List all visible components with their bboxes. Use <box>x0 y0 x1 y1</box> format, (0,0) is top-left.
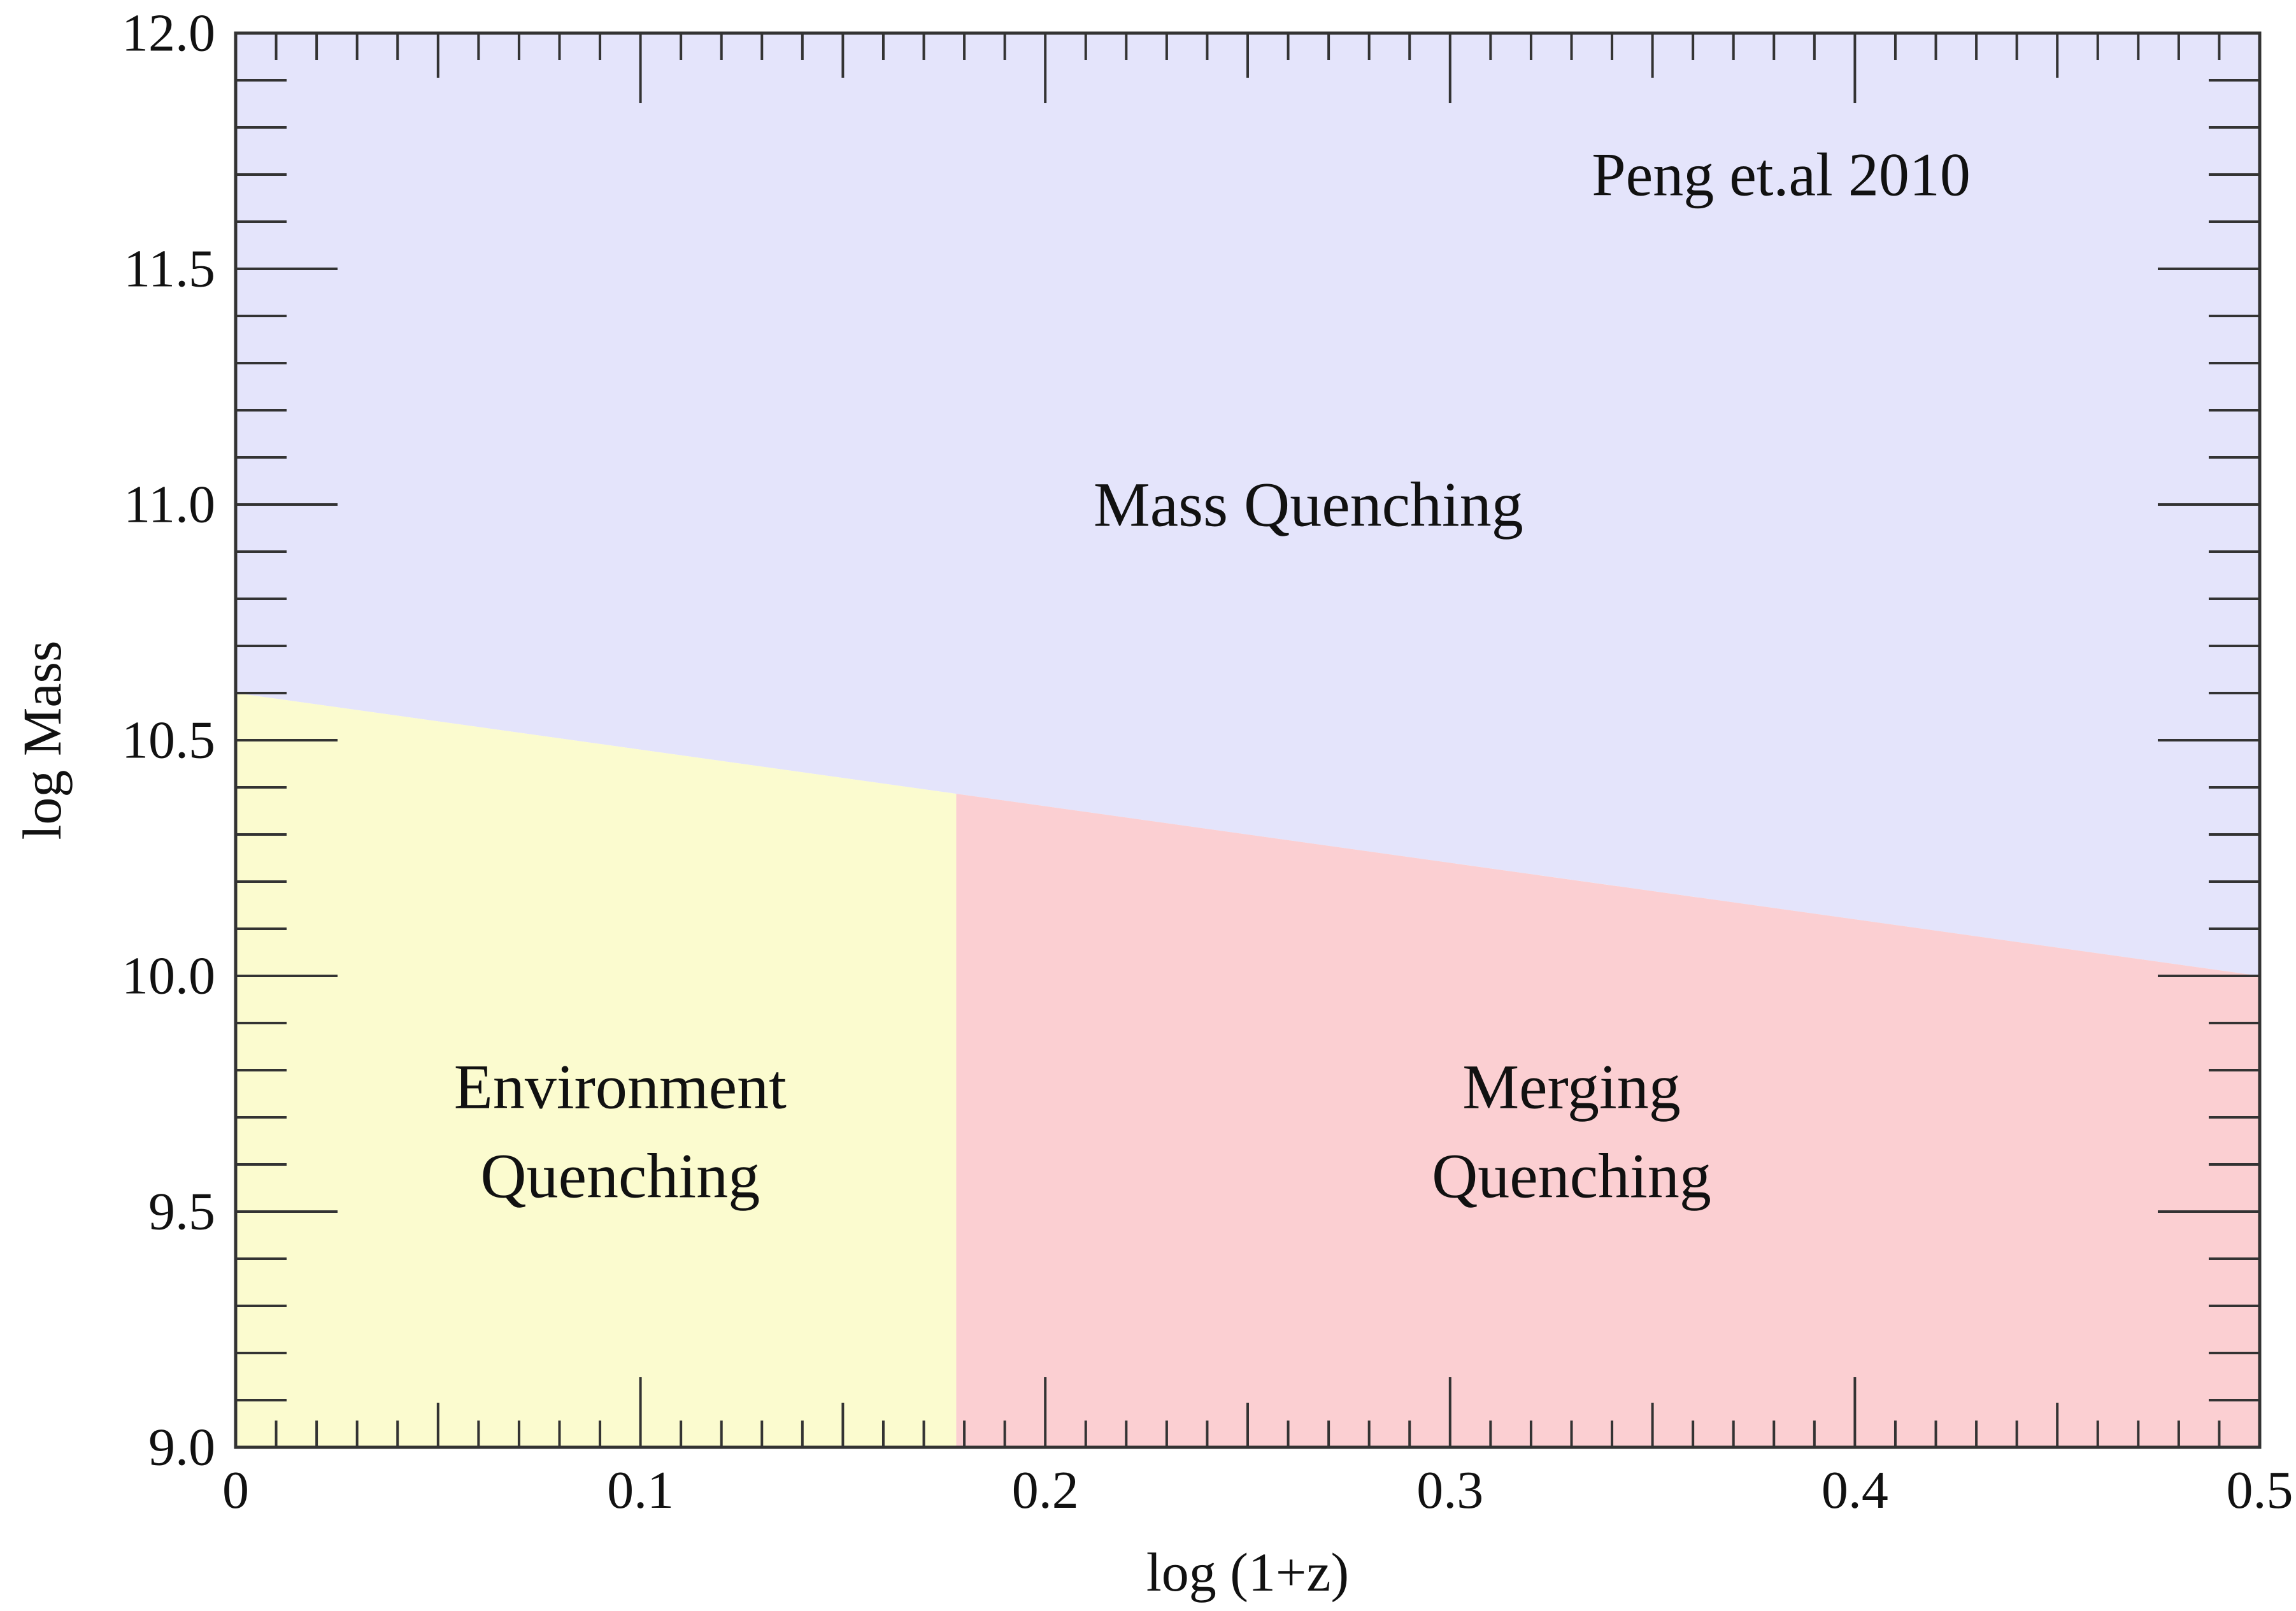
region-environment-quenching <box>236 693 957 1447</box>
x-axis-label: log (1+z) <box>1146 1542 1349 1603</box>
label-environment-quenching: Environment <box>454 1052 787 1122</box>
label-environment-quenching: Quenching <box>480 1141 760 1212</box>
y-tick-label: 9.0 <box>148 1418 215 1477</box>
y-tick-label: 10.0 <box>122 947 215 1006</box>
y-axis-label: log Mass <box>11 641 73 840</box>
label-mass-quenching: Mass Quenching <box>1094 469 1523 540</box>
y-tick-label: 12.0 <box>122 4 215 63</box>
labels-layer: 0 0.1 0.2 0.3 0.4 0.5 9.0 9.5 10.0 10.5 11.0 11.5 12… <box>11 4 2293 1603</box>
y-tick-label: 9.5 <box>148 1182 215 1242</box>
region-merging-quenching <box>956 794 2260 1447</box>
x-tick-label: 0.3 <box>1416 1461 1483 1520</box>
annotation-text: Peng et.al 2010 <box>1592 141 1971 209</box>
x-tick-label: 0.2 <box>1012 1461 1079 1520</box>
y-tick-label: 10.5 <box>122 711 215 770</box>
ticks-layer <box>236 33 2260 1447</box>
y-tick-label: 11.5 <box>124 240 215 299</box>
label-merging-quenching: Merging <box>1462 1052 1681 1122</box>
x-tick-label: 0.5 <box>2227 1461 2293 1520</box>
x-tick-label: 0.4 <box>1822 1461 1888 1520</box>
x-tick-label: 0.1 <box>607 1461 674 1520</box>
label-merging-quenching: Quenching <box>1432 1141 1711 1212</box>
region-mass-quenching <box>236 33 2260 976</box>
x-tick-label: 0 <box>222 1461 249 1520</box>
y-tick-label: 11.0 <box>124 475 215 534</box>
plot-frame <box>234 31 2262 1449</box>
regions-layer <box>236 33 2260 1447</box>
